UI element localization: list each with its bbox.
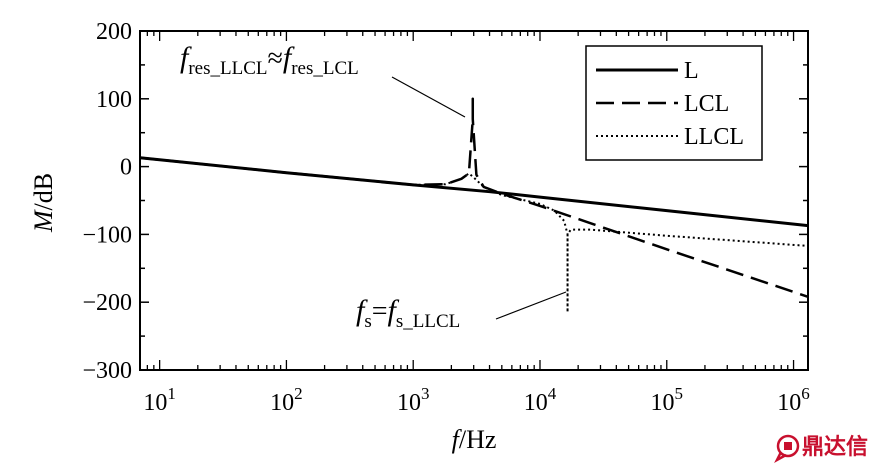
x-tick-label: 101 — [143, 384, 176, 416]
annotation-part: res_LLCL — [188, 58, 267, 79]
chat-bubble-logo-icon — [776, 434, 800, 458]
x-tick-label-base: 10 — [651, 390, 675, 416]
watermark-text: 鼎达信 — [802, 434, 868, 460]
x-tick-label-exponent: 6 — [801, 384, 810, 403]
annotation-switching: fs=fs_LLCL — [356, 294, 460, 332]
legend-label-l: L — [684, 58, 699, 84]
x-tick-label-base: 10 — [143, 390, 167, 416]
y-tick-label: 200 — [96, 19, 132, 45]
chat-bubble-logo-tail — [774, 451, 787, 464]
annotation-resonance: fres_LLCL≈fres_LCL — [180, 41, 359, 79]
x-tick-label: 106 — [777, 384, 810, 416]
y-tick-label: 0 — [120, 155, 132, 181]
x-tick-label-base: 10 — [397, 390, 421, 416]
y-axis-title-unit: /dB — [29, 173, 58, 211]
annotation-part: ≈ — [268, 43, 283, 74]
y-tick-labels: 200 100 0 −100 −200 −300 — [82, 19, 132, 384]
chat-bubble-logo-dot — [784, 442, 792, 450]
x-tick-label: 105 — [651, 384, 684, 416]
watermark: 鼎达信 — [774, 434, 868, 464]
series-lines — [139, 97, 809, 314]
x-axis-title-unit: /Hz — [459, 425, 497, 454]
x-tick-label: 103 — [397, 384, 430, 416]
series-line-llcl — [139, 156, 809, 314]
x-tick-label-exponent: 1 — [167, 384, 176, 403]
annotation-part: = — [372, 296, 388, 327]
x-tick-label: 104 — [524, 384, 557, 416]
series-line-lcl — [139, 97, 809, 298]
x-tick-label-exponent: 2 — [294, 384, 303, 403]
annotation-leader-resonance — [391, 76, 466, 118]
x-tick-label-base: 10 — [270, 390, 294, 416]
annotation-part: s — [364, 311, 371, 332]
x-tick-label-exponent: 4 — [548, 384, 557, 403]
x-axis-title: f/Hz — [452, 425, 497, 454]
axis-ticks — [139, 30, 808, 371]
y-tick-label: −300 — [82, 358, 132, 384]
annotation-leader-switching — [495, 291, 567, 320]
annotation-part: res_LCL — [291, 58, 359, 79]
x-tick-label-base: 10 — [777, 390, 801, 416]
x-tick-label-exponent: 5 — [675, 384, 684, 403]
annotation-leaders — [391, 76, 567, 320]
y-tick-label: 100 — [96, 87, 132, 113]
x-tick-labels: 101 102 103 104 105 106 — [143, 384, 809, 416]
x-tick-label: 102 — [270, 384, 303, 416]
y-axis-title: M/dB — [29, 173, 58, 233]
legend-label-llcl: LLCL — [684, 124, 744, 150]
annotation-labels: fres_LLCL≈fres_LCL fs=fs_LLCL — [180, 41, 460, 332]
x-axis-title-symbol: f — [452, 425, 463, 454]
y-tick-label: −200 — [82, 290, 132, 316]
x-tick-label-base: 10 — [524, 390, 548, 416]
legend-label-lcl: LCL — [684, 91, 729, 117]
y-axis-title-symbol: M — [29, 209, 58, 233]
annotation-part: s_LLCL — [396, 311, 460, 332]
y-tick-label: −100 — [82, 222, 132, 248]
x-tick-label-exponent: 3 — [421, 384, 430, 403]
